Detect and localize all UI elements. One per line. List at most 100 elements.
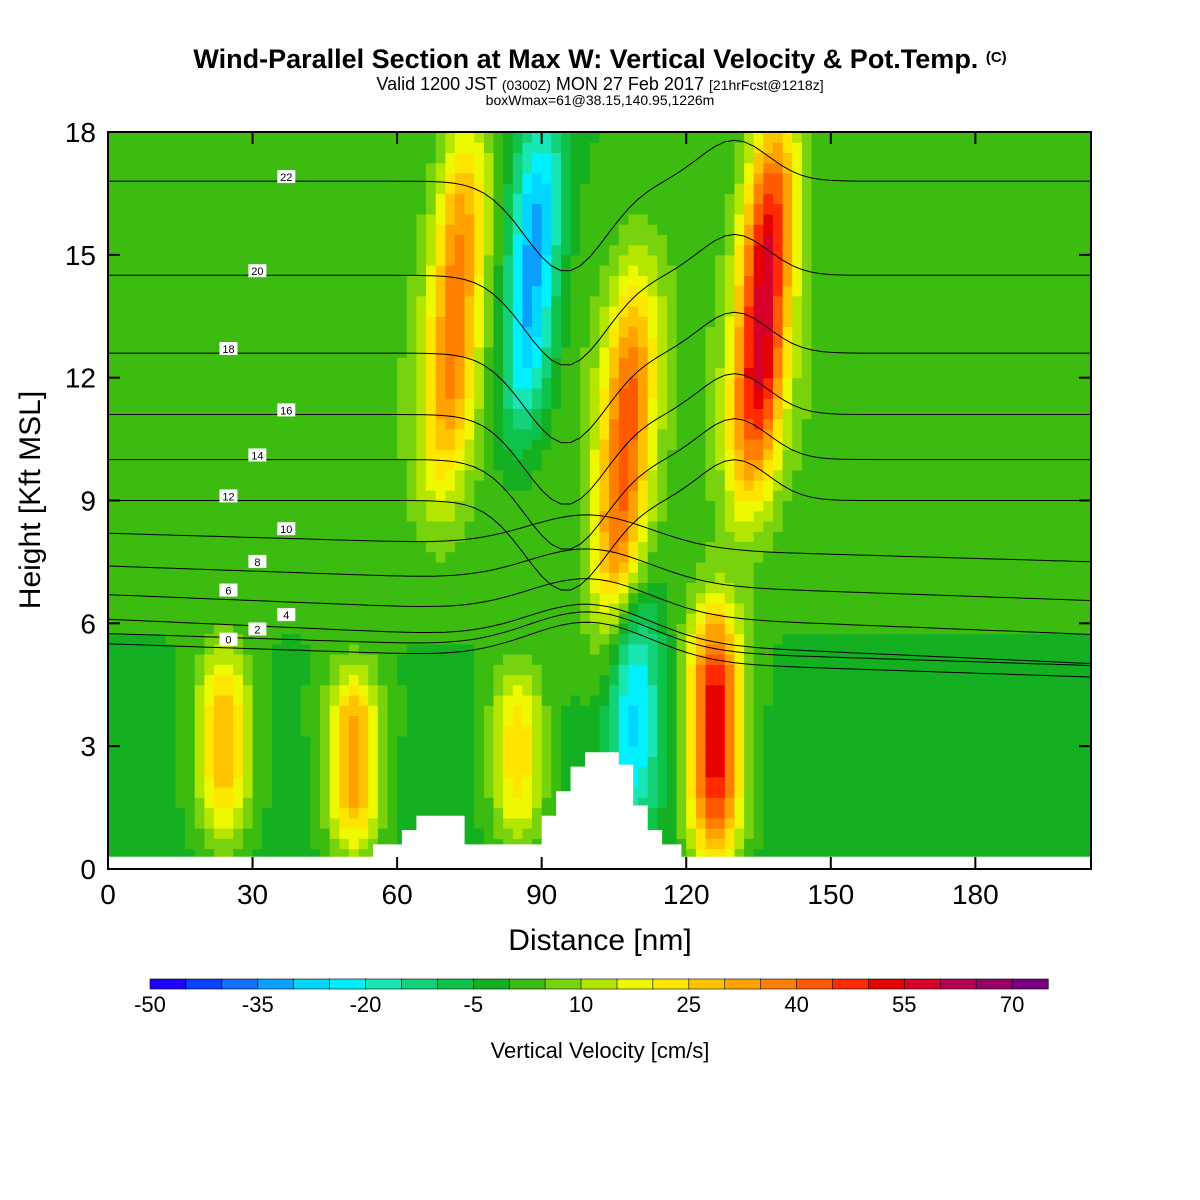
w-cell	[773, 418, 784, 430]
w-cell	[994, 817, 1005, 829]
w-cell	[1023, 428, 1034, 440]
w-cell	[609, 695, 620, 706]
w-cell	[1004, 817, 1015, 829]
w-cell	[879, 848, 890, 860]
w-cell	[175, 480, 186, 491]
w-cell	[454, 551, 466, 563]
w-cell	[117, 828, 128, 839]
w-cell	[589, 469, 601, 481]
w-cell	[715, 817, 726, 829]
w-cell	[503, 572, 514, 583]
w-cell	[879, 582, 890, 594]
w-cell	[744, 398, 755, 409]
w-cell	[686, 828, 697, 839]
w-cell	[532, 367, 543, 379]
w-cell	[859, 623, 870, 635]
w-cell	[773, 817, 784, 829]
w-cell	[242, 531, 254, 542]
w-cell	[117, 408, 128, 420]
w-cell	[734, 490, 745, 502]
w-cell	[117, 572, 128, 583]
w-cell	[532, 817, 543, 829]
w-cell	[840, 684, 851, 696]
w-cell	[483, 387, 495, 399]
w-cell	[821, 684, 832, 696]
w-cell	[136, 408, 148, 420]
w-cell	[956, 367, 967, 379]
w-cell	[1033, 521, 1044, 532]
w-cell	[801, 408, 813, 420]
w-cell	[561, 428, 572, 440]
w-cell	[300, 572, 311, 583]
w-cell	[454, 592, 466, 604]
w-cell	[454, 797, 466, 809]
w-cell	[1023, 561, 1034, 573]
w-cell	[705, 695, 716, 706]
w-cell	[753, 705, 764, 716]
w-cell	[628, 572, 639, 583]
w-cell	[753, 531, 764, 542]
w-cell	[358, 756, 369, 768]
w-cell	[676, 408, 687, 420]
w-cell	[1071, 797, 1082, 809]
w-cell	[503, 500, 514, 512]
w-cell	[589, 705, 601, 716]
w-cell	[994, 387, 1005, 399]
w-cell	[1042, 551, 1053, 563]
w-cell	[561, 500, 572, 512]
w-cell	[734, 377, 745, 389]
w-cell	[888, 459, 899, 471]
w-cell	[1004, 602, 1015, 614]
w-cell	[994, 480, 1005, 491]
w-cell	[686, 490, 697, 502]
w-cell	[262, 654, 273, 665]
w-cell	[975, 521, 986, 532]
w-cell	[194, 838, 205, 850]
w-cell	[946, 582, 957, 594]
w-cell	[406, 643, 417, 655]
w-cell	[830, 521, 841, 532]
w-cell	[397, 531, 408, 542]
w-cell	[281, 428, 292, 440]
w-cell	[840, 746, 851, 757]
w-cell	[291, 572, 302, 583]
w-cell	[454, 561, 466, 573]
w-cell	[117, 418, 128, 430]
w-cell	[994, 787, 1005, 798]
w-cell	[117, 664, 128, 676]
w-cell	[792, 766, 803, 778]
w-cell	[830, 684, 841, 696]
w-cell	[917, 807, 928, 819]
w-cell	[618, 541, 629, 553]
w-cell	[1052, 469, 1063, 481]
w-cell	[252, 387, 263, 399]
w-cell	[117, 776, 128, 788]
w-cell	[773, 633, 784, 645]
w-cell	[753, 613, 764, 624]
w-cell	[1052, 531, 1063, 542]
w-cell	[204, 766, 215, 778]
w-cell	[676, 367, 687, 379]
w-cell	[108, 398, 119, 409]
w-cell	[763, 480, 774, 491]
w-cell	[744, 715, 755, 727]
w-cell	[185, 715, 196, 727]
w-cell	[416, 387, 427, 399]
w-cell	[310, 377, 321, 389]
w-cell	[676, 561, 687, 573]
w-cell	[850, 623, 861, 635]
w-cell	[985, 377, 996, 389]
w-cell	[320, 428, 331, 440]
w-cell	[994, 541, 1005, 553]
w-cell	[618, 439, 629, 450]
w-cell	[1004, 776, 1015, 788]
w-cell	[1004, 797, 1015, 809]
w-cell	[214, 428, 225, 440]
w-cell	[753, 398, 764, 409]
w-cell	[329, 439, 340, 450]
w-cell	[416, 633, 427, 645]
w-cell	[1033, 684, 1044, 696]
w-cell	[715, 439, 726, 450]
w-cell	[464, 377, 475, 389]
w-cell	[647, 592, 658, 604]
